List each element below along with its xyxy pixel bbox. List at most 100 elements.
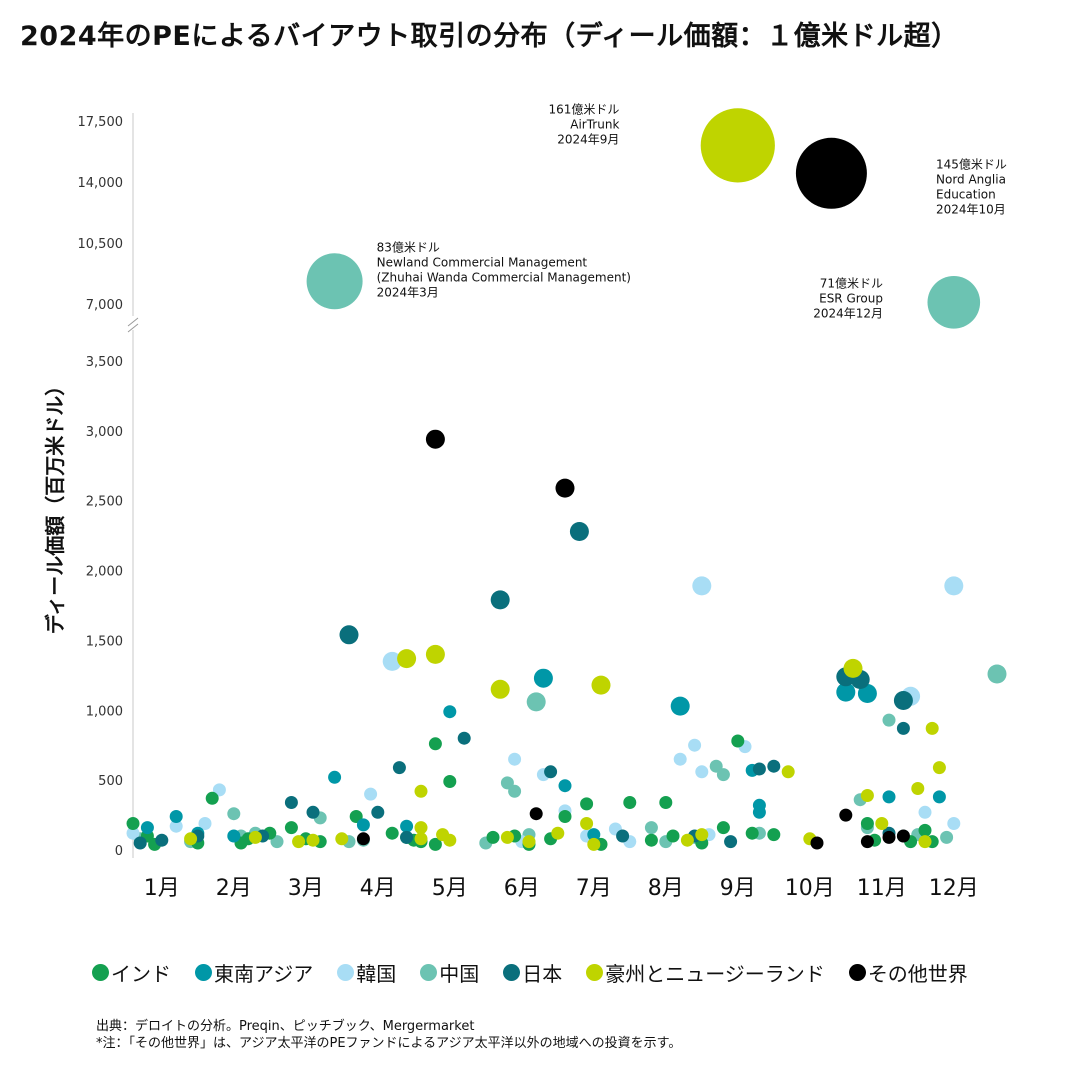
data-point-india <box>860 817 874 830</box>
data-point-anz <box>843 658 863 678</box>
legend-label: その他世界 <box>867 962 968 986</box>
y-tick-label: 1,500 <box>86 634 123 649</box>
legend-item-korea: 韓国 <box>337 958 396 987</box>
annotation-line: 2024年12月 <box>813 306 883 320</box>
legend-item-japan: 日本 <box>503 958 562 987</box>
x-tick-label: 12月 <box>929 876 979 901</box>
data-point-korea <box>692 576 712 596</box>
data-point-india <box>443 775 457 788</box>
data-point-sea <box>670 696 690 716</box>
deal-annotation: 71億米ドル ESR Group 2024年12月 <box>813 276 883 320</box>
source-note: 出典：デロイトの分析。Preqin、ピッチブック、Mergermarket <box>96 1019 475 1034</box>
data-point-anz <box>911 782 925 795</box>
annotation-line: Education <box>936 187 996 201</box>
large-deal-bubble <box>927 276 981 329</box>
annotation-line: 161億米ドル <box>548 102 619 116</box>
data-point-other <box>555 478 575 498</box>
legend-item-india: インド <box>92 958 171 987</box>
x-tick-label: 11月 <box>857 876 907 901</box>
large-deal-bubble <box>700 108 775 183</box>
data-point-sea <box>328 770 342 784</box>
legend-item-china: 中国 <box>420 958 479 987</box>
data-point-sea <box>558 779 572 793</box>
footnote: *注：「その他世界」は、アジア太平洋のPEファンドによるアジア太平洋以外の地域へ… <box>96 1036 682 1051</box>
data-point-korea <box>382 651 402 671</box>
legend-label: インド <box>111 962 171 986</box>
data-point-japan <box>155 833 169 847</box>
annotation-line: Newland Commercial Management <box>377 255 588 269</box>
legend-label: 豪州とニュージーランド <box>605 962 825 986</box>
data-point-anz <box>425 644 445 664</box>
data-point-other <box>860 835 874 849</box>
chart-marks <box>126 108 1007 851</box>
y-tick-label: 7,000 <box>86 298 123 313</box>
legend-label: 日本 <box>522 962 563 986</box>
x-tick-label: 6月 <box>504 876 540 901</box>
data-point-anz <box>292 835 306 849</box>
data-point-china <box>716 768 730 782</box>
axis-break-mark <box>127 323 139 333</box>
data-point-japan <box>893 691 913 710</box>
data-point-sea <box>227 829 241 843</box>
data-point-india <box>580 797 594 811</box>
data-point-anz <box>551 826 565 840</box>
data-point-korea <box>126 826 140 840</box>
data-point-korea <box>198 817 212 830</box>
data-point-anz <box>680 833 694 847</box>
legend: インド 東南アジア 韓国 中国 日本 豪州とニュージーランド その他世界 <box>92 958 992 987</box>
data-point-japan <box>544 765 558 779</box>
data-point-korea <box>688 738 702 752</box>
y-tick-label: 17,500 <box>78 115 124 130</box>
data-point-anz <box>580 817 594 830</box>
data-point-japan <box>339 625 359 645</box>
data-point-anz <box>490 679 510 699</box>
data-point-sea <box>140 821 154 835</box>
data-point-sea <box>443 705 457 719</box>
data-point-india <box>666 829 680 843</box>
data-point-other <box>356 832 370 846</box>
data-point-japan <box>490 590 510 610</box>
data-point-india <box>731 734 745 748</box>
data-point-anz <box>860 789 874 802</box>
y-tick-label: 2,500 <box>86 495 123 510</box>
data-point-other <box>896 829 910 843</box>
data-point-anz <box>184 832 198 846</box>
data-point-japan <box>724 835 738 849</box>
data-point-japan <box>133 836 147 850</box>
data-point-anz <box>414 821 428 835</box>
chart-annotations: 83億米ドル Newland Commercial Management (Zhuh… <box>377 102 1007 320</box>
chart-title: 2024年のPEによるバイアウト取引の分布（ディール価額：１億米ドル超） <box>20 21 959 52</box>
x-tick-label: 5月 <box>432 876 468 901</box>
data-point-japan <box>569 522 589 541</box>
data-point-korea <box>695 765 709 779</box>
data-point-japan <box>752 762 766 776</box>
data-point-sea <box>836 682 856 702</box>
chart-canvas: 7,000 10,500 14,000 17,500 0 500 1,000 1,500 2,0… <box>43 102 1007 901</box>
data-point-korea <box>947 817 961 830</box>
data-point-anz <box>932 761 946 775</box>
data-point-sea <box>356 818 370 832</box>
data-point-india <box>284 821 298 835</box>
data-point-japan <box>767 759 781 773</box>
y-tick-label: 3,000 <box>86 425 123 440</box>
data-point-china <box>644 821 658 835</box>
data-point-anz <box>500 830 514 844</box>
data-point-india <box>558 810 572 823</box>
data-point-sea <box>752 805 766 819</box>
data-point-india <box>767 828 781 842</box>
data-point-sea <box>857 684 877 703</box>
data-point-anz <box>918 835 932 849</box>
data-point-korea <box>918 805 932 819</box>
data-point-india <box>486 830 500 844</box>
data-point-japan <box>371 805 385 819</box>
y-tick-label: 1,000 <box>86 704 123 719</box>
data-point-india <box>716 821 730 835</box>
large-deal-bubble <box>306 253 363 310</box>
annotation-line: 71億米ドル <box>820 276 883 290</box>
data-point-sea <box>533 668 553 688</box>
data-point-japan <box>400 830 414 844</box>
data-point-china <box>526 692 546 712</box>
y-tick-label: 10,500 <box>78 237 124 252</box>
annotation-line: 2024年3月 <box>377 285 439 299</box>
annotation-line: (Zhuhai Wanda Commercial Management) <box>377 270 631 284</box>
